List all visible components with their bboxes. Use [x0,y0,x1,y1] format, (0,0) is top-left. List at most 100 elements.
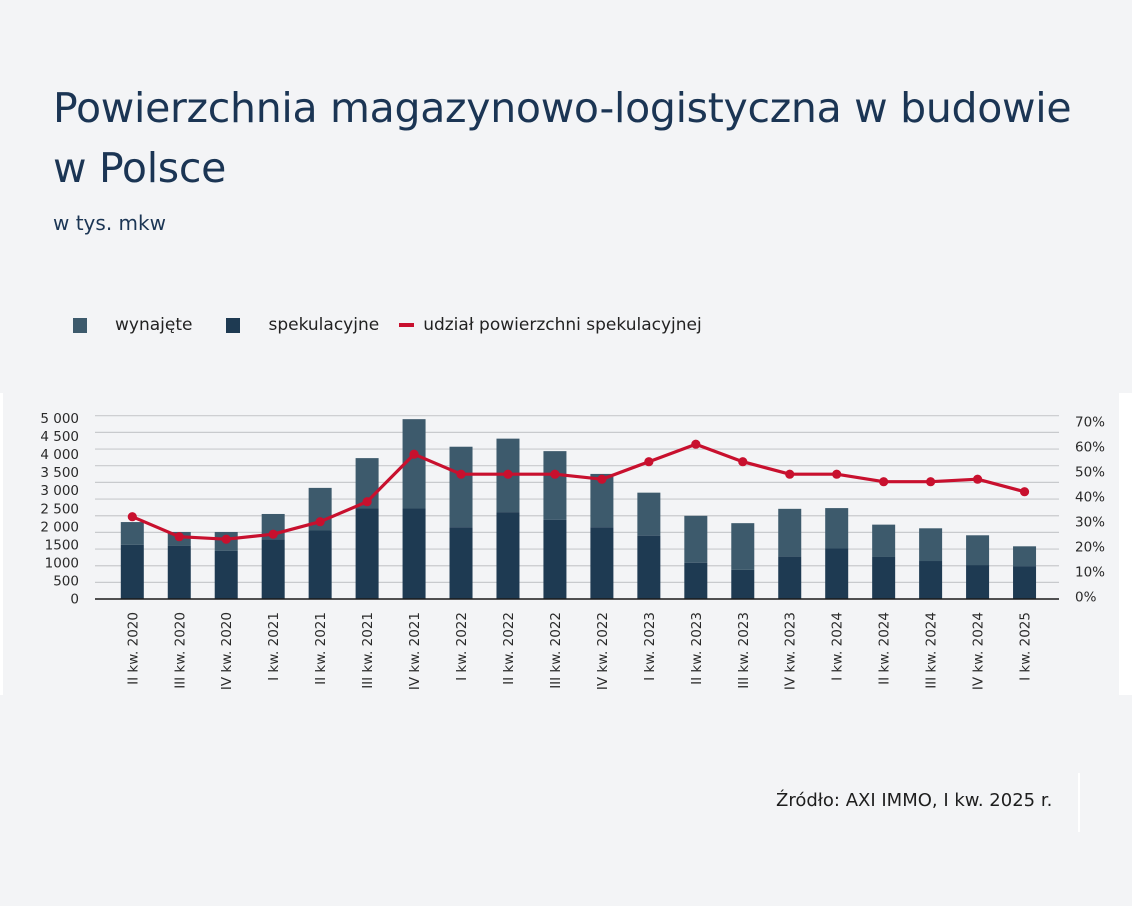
legend-label-wynajete: wynajęte [115,315,193,335]
bar-wynajete [449,446,473,528]
bar-spekulacyjne [402,508,426,599]
share-point [409,449,419,459]
bar-spekulacyjne [543,519,567,599]
bar-spekulacyjne [731,569,755,599]
gridlines [95,415,1059,584]
x-tick-label: IV kw. 2020 [219,612,235,690]
bar-spekulacyjne [214,550,238,599]
share-point [550,469,560,479]
x-tick-label: IV kw. 2024 [971,612,987,690]
x-tick-label: II kw. 2022 [501,612,517,685]
bar-spekulacyjne [590,527,614,599]
y2-tick-label: 70% [1075,415,1105,431]
y-tick-label: 0 [70,592,79,608]
bar-wynajete [637,492,661,536]
x-tick-label: III kw. 2024 [924,612,940,689]
legend: wynajęte spekulacyjne udział powierzchni… [73,313,728,337]
share-point [315,517,325,527]
bar-wynajete [1013,546,1037,567]
bar-spekulacyjne [120,544,144,599]
legend-label-udzial: udział powierzchni spekulacyjnej [423,315,702,335]
x-tick-label: II kw. 2020 [125,612,141,685]
x-tick-label: IV kw. 2022 [595,612,611,690]
share-point [879,477,889,487]
x-tick-label: III kw. 2023 [736,612,752,689]
bar-wynajete [966,535,990,566]
share-point [597,474,607,484]
y-tick-label: 1500 [45,537,79,553]
bar-wynajete [919,528,943,562]
x-tick-label: II kw. 2023 [689,612,705,685]
y-tick-label: 500 [53,573,79,589]
source-divider [1078,773,1080,832]
bar-spekulacyjne [1013,566,1037,599]
legend-label-spekulacyjne: spekulacyjne [268,315,380,335]
y-tick-label: 4 500 [40,429,79,445]
bar-spekulacyjne [496,512,520,599]
y-tick-label: 3 000 [40,483,79,499]
bar-wynajete [778,508,802,557]
chart: 0 500 1000 1500 2 000 2 500 3 000 3 500 4 000 4 5… [40,411,1105,690]
share-line-path [131,442,1025,541]
x-tick-label: IV kw. 2021 [407,612,423,690]
y-axis-left: 0 500 1000 1500 2 000 2 500 3 000 3 500 4 000 4 5… [40,411,79,608]
y2-tick-label: 50% [1075,465,1105,481]
share-point [503,469,513,479]
bar-spekulacyjne [872,556,896,599]
x-tick-label: III kw. 2020 [172,612,188,689]
x-tick-label: IV kw. 2023 [783,612,799,690]
bar-wynajete [590,473,614,528]
y-axis-right: 0% 10% 20% 30% 40% 50% 60% 70% [1075,415,1105,606]
share-point [926,477,936,487]
bar-wynajete [872,524,896,557]
bar-spekulacyjne [637,535,661,599]
y2-tick-label: 40% [1075,490,1105,506]
x-tick-label: I kw. 2024 [830,612,846,681]
bar-spekulacyjne [167,545,191,599]
y-tick-label: 1000 [45,555,79,571]
legend-swatch-wynajete [73,317,87,333]
share-point [1019,487,1030,497]
legend-swatch-spekulacyjne [226,317,241,333]
y-tick-label: 3 500 [40,465,79,481]
y-tick-label: 5 000 [40,411,79,427]
y-tick-label: 2 500 [40,501,79,517]
x-tick-label: II kw. 2024 [877,612,893,685]
y2-tick-label: 10% [1075,565,1105,581]
bar-wynajete [402,419,426,509]
y-tick-label: 4 000 [40,447,79,463]
share-point [691,439,701,449]
bar-spekulacyjne [684,562,708,599]
bar-spekulacyjne [778,556,802,599]
chart-subtitle: w tys. mkw [53,211,166,235]
x-tick-label: III kw. 2022 [548,612,564,689]
share-point [268,529,278,539]
panel-edge-left [0,393,3,695]
legend-item-spekulacyjne: spekulacyjne [226,315,379,335]
y2-tick-label: 60% [1075,440,1105,456]
share-point [221,534,231,544]
chart-title: Powierzchnia magazynowo-logistyczna w bu… [53,84,1072,192]
panel-edge-right [1119,393,1132,695]
bars [120,419,1037,599]
x-tick-label: I kw. 2023 [642,612,658,681]
bar-wynajete [120,522,144,545]
share-point [785,469,795,479]
bar-wynajete [731,523,755,570]
x-tick-label: I kw. 2022 [454,612,470,681]
bar-wynajete [684,515,708,563]
bar-spekulacyjne [919,561,943,599]
y2-tick-label: 20% [1075,540,1105,556]
share-point [972,474,983,484]
x-axis-labels: II kw. 2020 III kw. 2020 IV kw. 2020 I kw. … [125,612,1033,690]
bar-wynajete [825,508,849,549]
x-tick-label: I kw. 2025 [1018,612,1034,681]
share-line [127,439,1030,544]
share-point [127,512,137,522]
source-note: Źródło: AXI IMMO, I kw. 2025 r. [776,790,1053,811]
share-point [174,532,184,542]
bar-spekulacyjne [261,539,285,599]
y2-tick-label: 30% [1075,515,1105,531]
share-point [644,457,654,467]
bar-spekulacyjne [825,548,849,599]
